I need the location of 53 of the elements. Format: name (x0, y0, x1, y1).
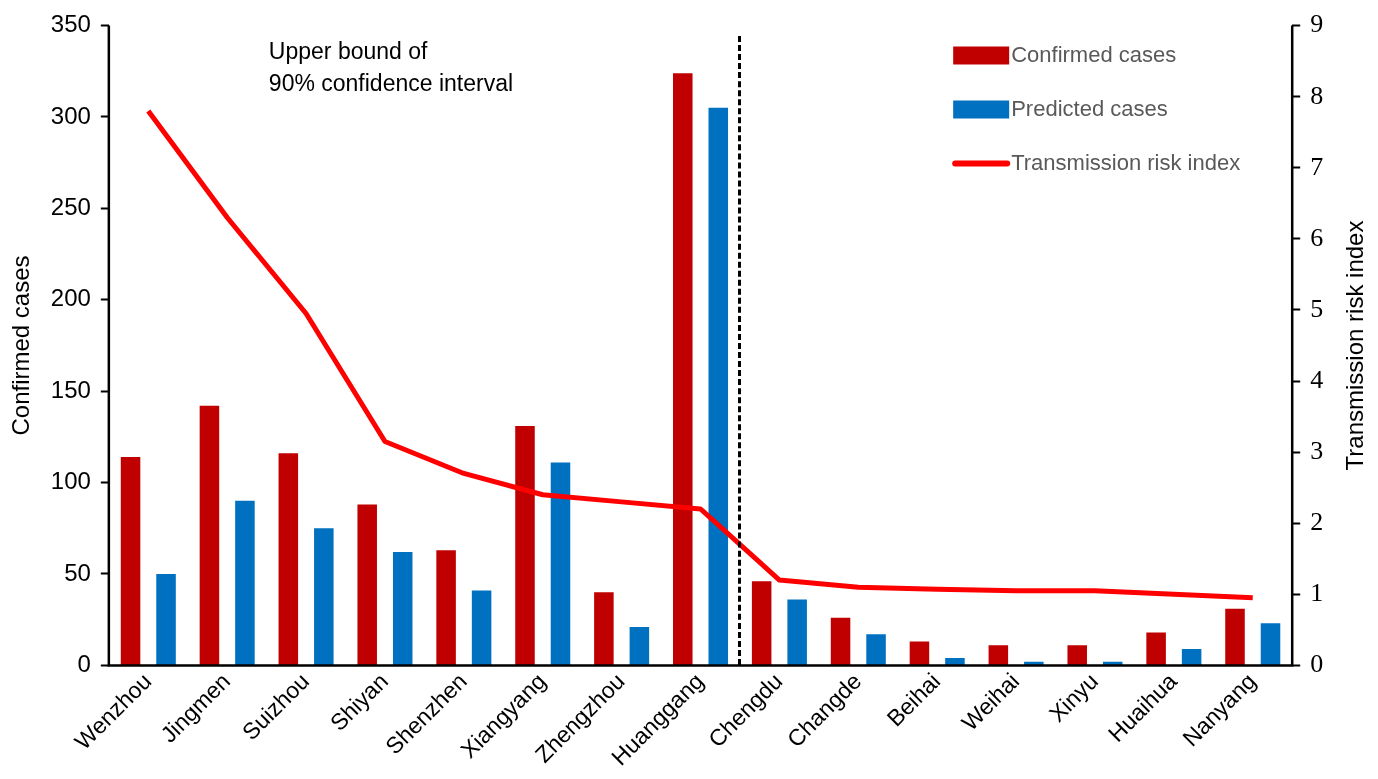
bar (550, 462, 571, 665)
bar (708, 107, 729, 665)
y-tick-label: 250 (50, 193, 91, 221)
y2-tick-label: 5 (1310, 293, 1324, 323)
bar (1181, 648, 1202, 665)
y-tick-label: 100 (50, 467, 91, 495)
y2-tick-label: 6 (1310, 222, 1324, 252)
annotation: 90% confidence interval (268, 70, 514, 97)
bar (1260, 623, 1281, 665)
bar (314, 528, 334, 665)
bar (436, 550, 456, 665)
bar (1225, 608, 1245, 665)
legend-label: Transmission risk index (1011, 149, 1241, 175)
bar (830, 617, 851, 665)
y2-tick-label: 3 (1310, 435, 1324, 465)
y2-axis-title: Transmission risk index (1340, 220, 1368, 471)
bar (988, 645, 1009, 665)
y-tick-label: 50 (64, 558, 91, 586)
bar (199, 405, 220, 665)
y2-tick-label: 8 (1310, 80, 1324, 110)
bar (1146, 632, 1166, 665)
annotation: Upper bound of (268, 38, 429, 65)
y2-tick-label: 4 (1310, 364, 1324, 394)
bar (629, 626, 650, 665)
bar (515, 425, 535, 665)
bar (594, 592, 614, 665)
legend-label: Predicted cases (1011, 95, 1168, 121)
y-tick-label: 150 (50, 375, 91, 403)
y2-tick-label: 9 (1310, 9, 1324, 39)
bar (357, 504, 377, 665)
y-axis-title: Confirmed cases (7, 255, 35, 436)
bar (278, 453, 299, 665)
y-tick-label: 350 (50, 10, 91, 38)
y2-tick-label: 7 (1310, 151, 1324, 181)
bar (866, 634, 886, 665)
bar (235, 500, 255, 665)
y2-tick-label: 0 (1310, 649, 1324, 679)
y-tick-label: 0 (77, 650, 91, 677)
y-tick-label: 200 (50, 284, 91, 312)
bar (751, 581, 772, 665)
bar (945, 658, 965, 665)
bar (1067, 645, 1087, 665)
legend-label: Confirmed cases (1011, 41, 1177, 67)
bar (392, 552, 413, 665)
bar (471, 590, 492, 665)
y2-tick-label: 2 (1310, 507, 1324, 537)
y-tick-label: 300 (50, 101, 91, 129)
bar (120, 456, 141, 665)
bar (156, 573, 176, 665)
bar (787, 599, 807, 665)
bar (909, 641, 930, 665)
bar (673, 73, 693, 665)
y2-tick-label: 1 (1310, 578, 1324, 608)
